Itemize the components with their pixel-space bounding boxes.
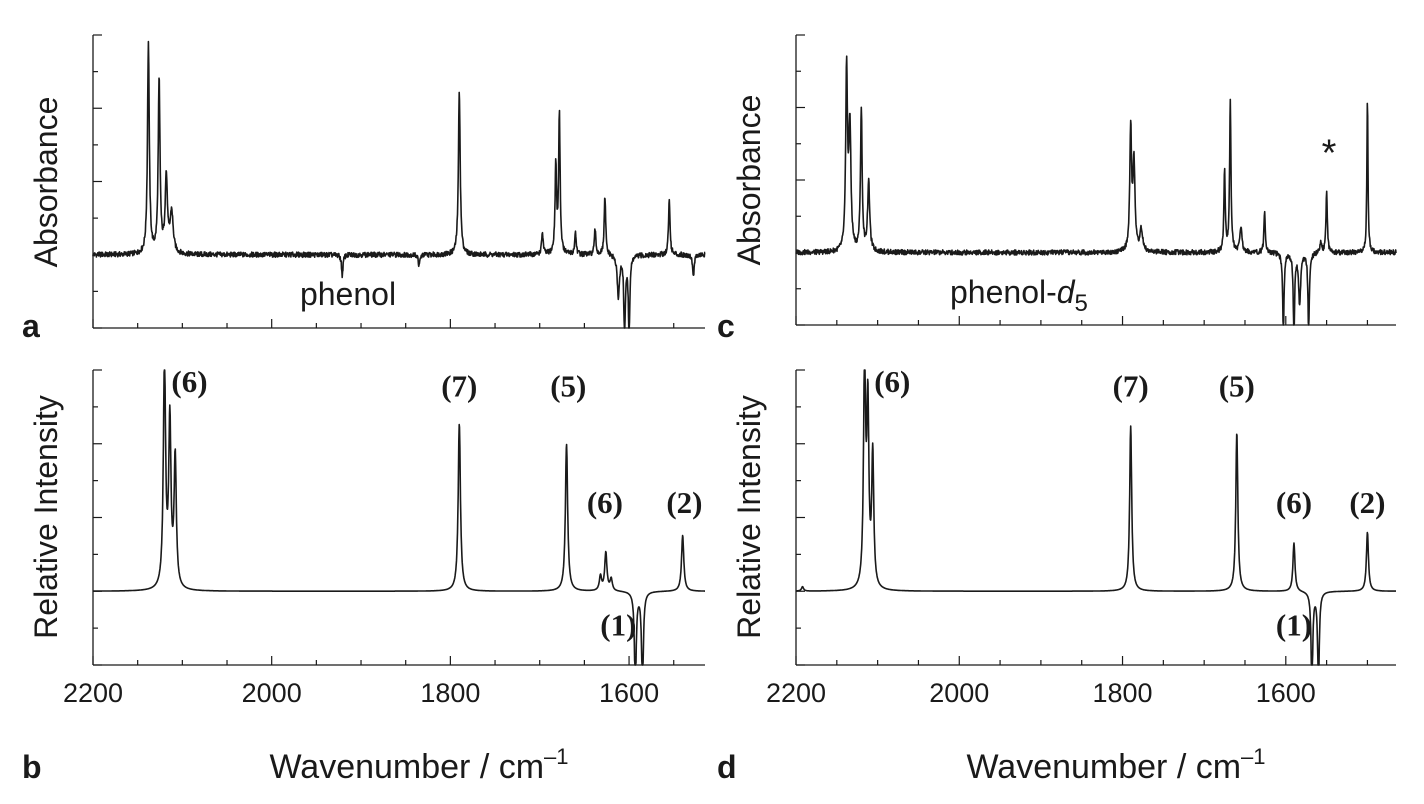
x-tick-label: 1800 — [420, 678, 480, 708]
mode-annotation: (2) — [1349, 485, 1385, 520]
x-tick-label: 1600 — [599, 678, 659, 708]
mode-annotation: (2) — [666, 485, 702, 520]
x-axis-label-sup: –1 — [1241, 744, 1265, 769]
y-axis-label: Relative Intensity — [28, 395, 64, 639]
asterisk-annotation: * — [1322, 133, 1337, 175]
spectrum-line — [92, 40, 706, 329]
x-tick-label: 1800 — [1092, 678, 1152, 708]
mode-annotation: (7) — [1113, 369, 1149, 404]
mode-annotation: (5) — [550, 369, 586, 404]
panel-c: Absorbance c phenol-d5 * — [717, 34, 1397, 344]
sample-label-text: phenol- — [950, 274, 1057, 310]
x-axis-label: Wavenumber / cm–1 — [966, 744, 1265, 786]
mode-annotation: (7) — [441, 369, 477, 404]
mode-annotation: (1) — [600, 608, 636, 643]
spectrum-line — [795, 369, 1397, 666]
y-axis-label: Relative Intensity — [731, 395, 767, 639]
y-axis-label: Absorbance — [731, 95, 767, 266]
x-tick-label: 1600 — [1256, 678, 1316, 708]
panel-letter: d — [717, 749, 737, 785]
panel-letter: c — [717, 308, 735, 344]
sample-label-text: phenol — [300, 276, 396, 312]
x-tick-label: 2200 — [63, 678, 123, 708]
mode-annotation: (5) — [1219, 369, 1255, 404]
panel-letter: b — [22, 749, 42, 785]
mode-annotation: (6) — [587, 485, 623, 520]
sample-label-sub: 5 — [1075, 290, 1088, 317]
mode-annotation: (6) — [1276, 485, 1312, 520]
mode-annotation: (1) — [1276, 608, 1312, 643]
x-tick-label: 2200 — [766, 678, 826, 708]
spectrum-line — [92, 369, 706, 666]
mode-annotation: (6) — [171, 364, 207, 399]
x-tick-label: 2000 — [929, 678, 989, 708]
y-axis-label: Absorbance — [28, 97, 64, 268]
panel-d: 2200 2000 1800 1600 Relative Intensity d Waven… — [717, 364, 1397, 786]
x-axis-label-sup: –1 — [544, 744, 568, 769]
mode-annotation: (6) — [874, 364, 910, 399]
panel-a: Absorbance a phenol — [22, 34, 706, 344]
spectrum-line — [795, 55, 1397, 326]
sample-label: phenol — [300, 276, 396, 312]
x-axis-label: Wavenumber / cm–1 — [269, 744, 568, 786]
x-axis-label-text: Wavenumber / cm — [269, 748, 544, 786]
x-tick-label: 2000 — [242, 678, 302, 708]
panel-letter: a — [22, 308, 40, 344]
sample-label-suffix: d — [1057, 274, 1076, 310]
sample-label: phenol-d5 — [950, 274, 1088, 317]
panel-b: 2200 2000 1800 1600 Relative Intensity b Waven… — [22, 364, 706, 786]
x-axis-label-text: Wavenumber / cm — [966, 748, 1241, 786]
